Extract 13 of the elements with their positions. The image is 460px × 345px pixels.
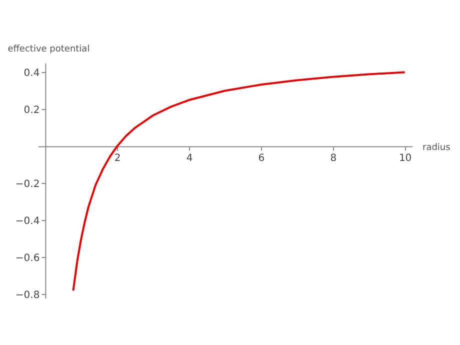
x-tick-label: 8 — [330, 152, 337, 164]
y-tick-label: −0.4 — [15, 216, 40, 227]
x-axis-title: radius — [422, 142, 451, 153]
y-axis-title: effective potential — [8, 44, 90, 54]
x-tick-label: 6 — [258, 152, 265, 164]
y-tick-label: −0.8 — [15, 290, 40, 301]
x-tick-label: 10 — [398, 152, 412, 164]
y-tick-label: −0.2 — [15, 178, 40, 190]
y-tick-label: −0.6 — [15, 252, 40, 264]
x-tick-label: 4 — [186, 152, 193, 164]
y-tick-label: 0.4 — [24, 68, 40, 79]
x-tick-label: 2 — [114, 152, 121, 164]
y-tick-label: 0.2 — [24, 104, 40, 116]
